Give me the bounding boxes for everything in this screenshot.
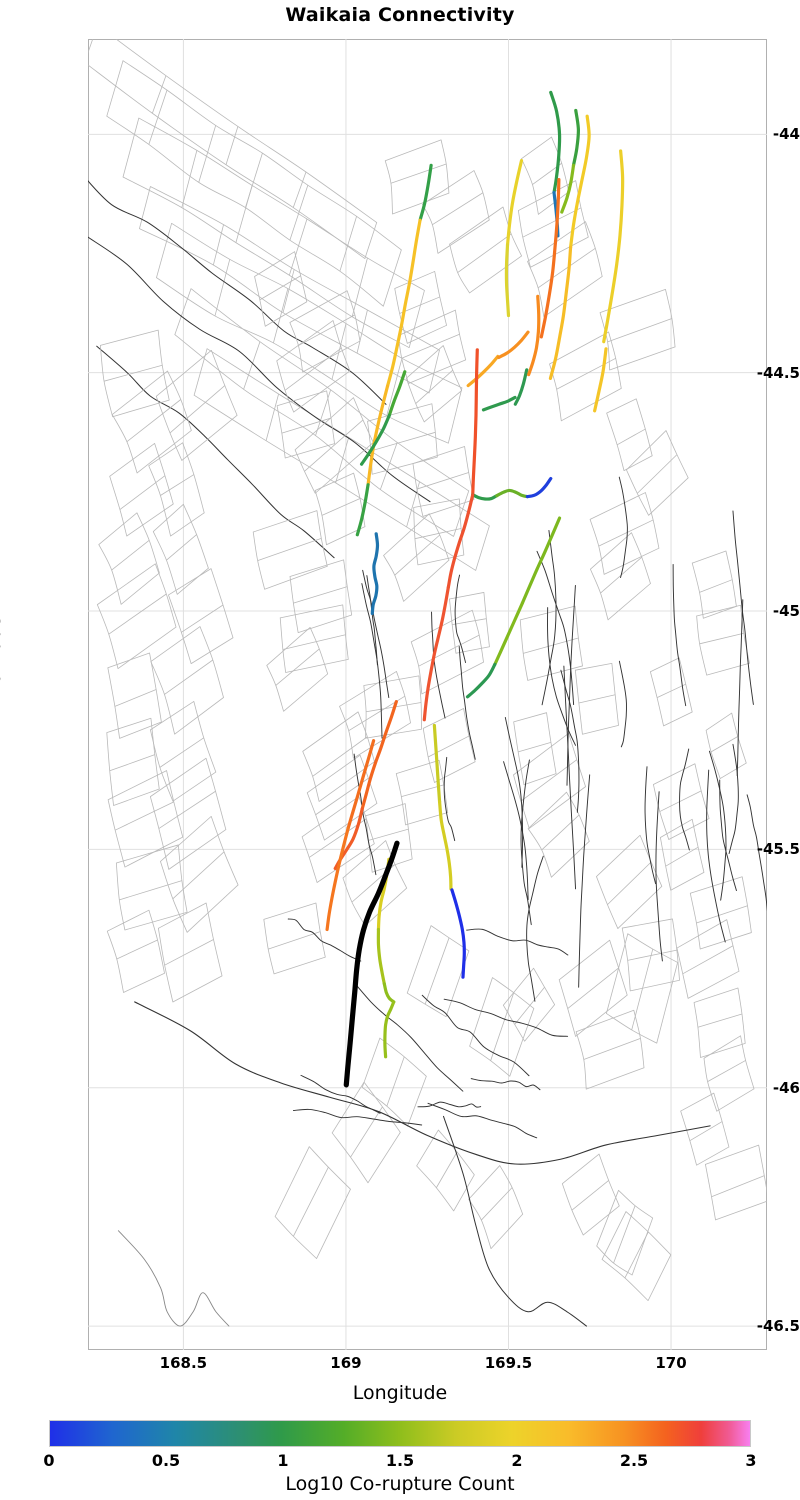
- page-title: Waikaia Connectivity: [285, 4, 515, 26]
- connected-fault-trace[interactable]: [418, 163, 433, 222]
- y-tick-label: -44.5: [756, 363, 800, 382]
- connected-fault-trace[interactable]: [355, 483, 370, 537]
- y-tick-label: -45: [772, 602, 800, 621]
- connected-fault-trace[interactable]: [446, 493, 475, 589]
- connected-fault-trace[interactable]: [602, 149, 625, 344]
- connected-fault-trace[interactable]: [432, 723, 442, 804]
- colorbar-gradient: [49, 1420, 751, 1447]
- connected-fault-trace[interactable]: [366, 384, 390, 487]
- connected-fault-trace[interactable]: [493, 601, 525, 667]
- connected-fault-trace[interactable]: [387, 370, 407, 418]
- connected-fault-trace[interactable]: [520, 516, 562, 605]
- y-axis-title: Latitude: [0, 615, 5, 695]
- connected-fault-trace[interactable]: [568, 114, 591, 249]
- colorbar-tick-label: 3: [745, 1451, 757, 1470]
- connected-fault-trace[interactable]: [471, 493, 499, 501]
- connected-fault-trace[interactable]: [593, 347, 608, 413]
- x-tick-label: 169: [330, 1354, 362, 1372]
- connected-fault-trace[interactable]: [360, 700, 398, 811]
- connected-fault-trace[interactable]: [539, 178, 561, 339]
- colorbar-tick-label: 2: [511, 1451, 523, 1470]
- connected-fault-trace[interactable]: [481, 395, 517, 412]
- connected-fault-trace[interactable]: [383, 1000, 396, 1059]
- connected-fault-trace[interactable]: [495, 488, 529, 499]
- source-fault-trace[interactable]: [343, 840, 400, 1088]
- connected-fault-trace[interactable]: [513, 368, 529, 406]
- colorbar[interactable]: [49, 1420, 751, 1447]
- connected-fault-trace[interactable]: [382, 982, 396, 1004]
- connected-fault-trace[interactable]: [505, 158, 524, 247]
- map-gridlines: [88, 39, 767, 1350]
- connected-fault-trace[interactable]: [346, 739, 376, 830]
- connected-fault-trace[interactable]: [450, 888, 466, 979]
- y-tick-label: -46: [772, 1078, 800, 1097]
- colorbar-tick-label: 0.5: [151, 1451, 181, 1470]
- connected-fault-trace[interactable]: [359, 413, 391, 466]
- y-tick-label: -44: [772, 125, 800, 144]
- x-tick-label: 170: [655, 1354, 687, 1372]
- map-plot-area[interactable]: [88, 39, 767, 1350]
- connected-fault-trace[interactable]: [504, 243, 511, 318]
- connected-fault-trace[interactable]: [437, 800, 453, 891]
- y-tick-label: -45.5: [756, 840, 800, 859]
- connected-fault-trace[interactable]: [376, 927, 386, 986]
- connected-fault-trace[interactable]: [549, 90, 562, 195]
- connected-fault-trace[interactable]: [466, 354, 500, 388]
- connected-fault-traces: [325, 90, 625, 1059]
- colorbar-tick-label: 1.5: [385, 1451, 415, 1470]
- connected-fault-trace[interactable]: [571, 108, 580, 167]
- x-tick-label: 169.5: [484, 1354, 533, 1372]
- y-tick-label: -46.5: [756, 1317, 800, 1336]
- x-tick-label: 168.5: [159, 1354, 208, 1372]
- connected-fault-trace[interactable]: [422, 585, 450, 722]
- connected-fault-trace[interactable]: [465, 662, 497, 699]
- connected-fault-trace[interactable]: [527, 294, 541, 377]
- connected-fault-trace[interactable]: [560, 163, 576, 214]
- connected-fault-trace[interactable]: [525, 476, 553, 499]
- colorbar-tick-label: 0: [43, 1451, 55, 1470]
- colorbar-title: Log10 Co-rupture Count: [285, 1473, 515, 1495]
- connected-fault-trace[interactable]: [325, 826, 350, 932]
- background-fault-traces: [88, 39, 767, 1327]
- x-axis-title: Longitude: [352, 1382, 448, 1404]
- colorbar-tick-label: 2.5: [619, 1451, 649, 1470]
- connected-fault-trace[interactable]: [548, 245, 573, 381]
- connected-fault-trace[interactable]: [497, 330, 530, 360]
- connected-fault-trace[interactable]: [370, 532, 380, 616]
- fault-map[interactable]: [88, 39, 767, 1350]
- colorbar-tick-label: 1: [277, 1451, 289, 1470]
- connected-fault-trace[interactable]: [471, 348, 479, 497]
- connected-fault-trace[interactable]: [385, 218, 422, 388]
